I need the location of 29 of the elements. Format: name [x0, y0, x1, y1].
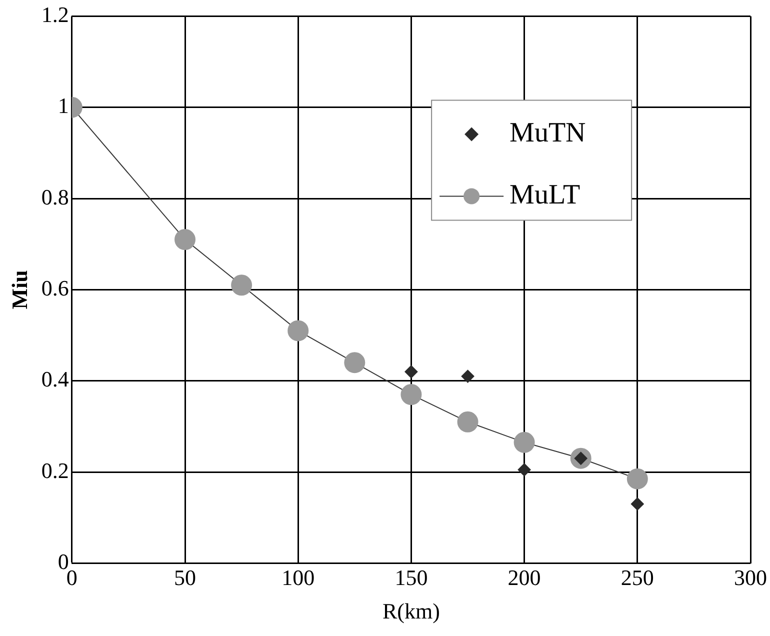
y-tick-label: 0.8: [41, 184, 69, 210]
point: [626, 468, 648, 490]
point: [400, 384, 422, 406]
x-tick-label: 100: [282, 565, 315, 590]
point: [174, 229, 196, 250]
y-tick-label: 0: [58, 548, 69, 574]
x-tick-label: 200: [508, 565, 541, 590]
x-axis-title: R(km): [382, 598, 440, 624]
y-axis-title: Miu: [6, 270, 32, 310]
point: [231, 274, 252, 296]
point: [630, 497, 644, 510]
point: [404, 365, 418, 378]
y-tick-label: 1: [58, 93, 69, 118]
x-tick-label: 250: [620, 565, 654, 590]
point: [518, 463, 531, 476]
x-tick-label: 300: [734, 565, 767, 590]
y-tick-label: 0.4: [41, 366, 69, 392]
y-tick-label: 0.6: [41, 275, 69, 300]
y-tick-label: 1.2: [41, 2, 69, 27]
legend-label: MuLT: [510, 180, 580, 211]
y-tick-label: 0.2: [41, 458, 69, 483]
point: [461, 370, 474, 383]
point: [344, 352, 366, 374]
point: [288, 320, 309, 342]
point: [457, 411, 478, 432]
legend-label: MuTN: [510, 118, 586, 149]
point: [514, 432, 535, 453]
x-tick-label: 150: [394, 565, 428, 590]
x-tick-label: 50: [174, 565, 196, 590]
